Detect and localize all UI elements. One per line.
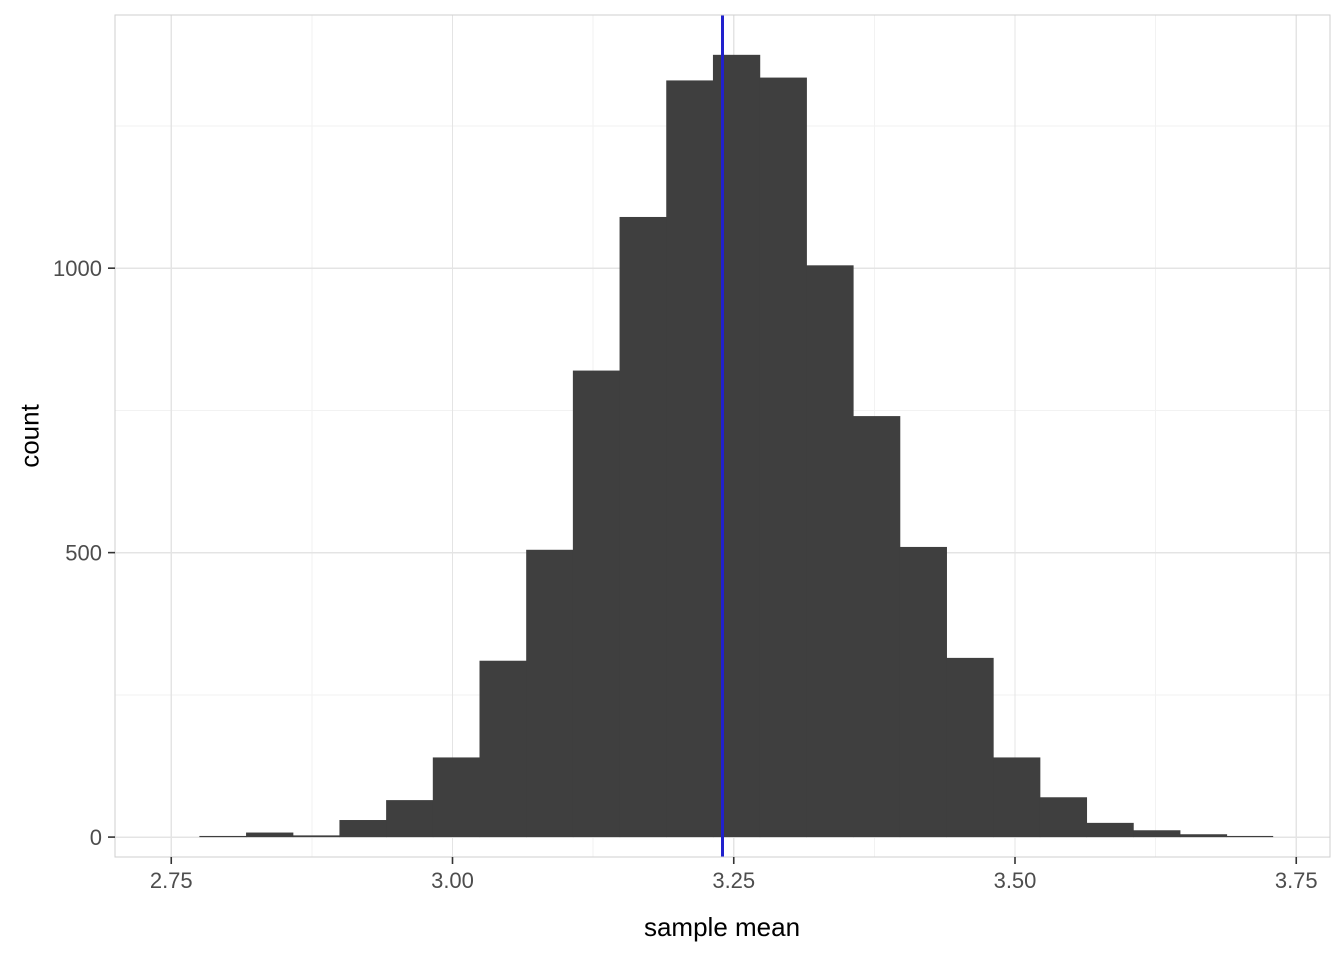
histogram-bar <box>1039 797 1088 838</box>
histogram-bar <box>946 657 994 838</box>
histogram-bar <box>899 546 947 838</box>
histogram-bar <box>1226 835 1274 838</box>
axis-tick-labels: 2.75 3.00 3.25 3.50 3.75 0 500 1000 <box>53 256 1318 893</box>
histogram-bars <box>199 54 1274 838</box>
y-axis-title: count <box>14 404 45 468</box>
histogram-bar <box>199 835 247 838</box>
histogram-bar <box>853 416 901 838</box>
histogram-bar <box>432 757 481 838</box>
histogram-bar <box>759 77 807 838</box>
histogram-bar <box>666 80 714 838</box>
x-tick-label: 3.00 <box>431 868 474 893</box>
histogram-bar <box>246 832 294 838</box>
histogram-bar <box>339 820 387 838</box>
x-tick-label: 3.25 <box>712 868 755 893</box>
x-tick-label: 3.50 <box>994 868 1037 893</box>
x-tick-label: 3.75 <box>1275 868 1318 893</box>
x-tick-label: 2.75 <box>150 868 193 893</box>
histogram-bar <box>526 549 574 838</box>
histogram-bar <box>1179 834 1228 838</box>
histogram-bar <box>572 370 621 838</box>
histogram-bar <box>806 265 854 838</box>
x-axis-title: sample mean <box>643 912 801 942</box>
histogram-bar <box>993 757 1041 838</box>
histogram-bar <box>1086 822 1134 838</box>
histogram-bar <box>712 54 761 838</box>
y-tick-label: 500 <box>65 540 102 565</box>
histogram-bar <box>292 835 341 838</box>
histogram-bar <box>619 216 667 838</box>
panel-border <box>114 14 1331 858</box>
y-tick-label: 0 <box>90 825 102 850</box>
histogram-bar <box>479 660 527 838</box>
histogram-bar <box>386 800 434 838</box>
axis-tick-marks <box>108 267 1298 864</box>
histogram-bar <box>1133 830 1181 838</box>
y-tick-label: 1000 <box>53 256 102 281</box>
